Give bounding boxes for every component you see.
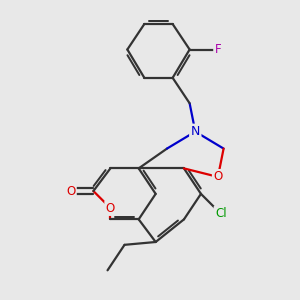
Text: O: O	[106, 202, 115, 214]
Text: O: O	[213, 170, 223, 183]
Text: O: O	[66, 184, 75, 197]
Text: F: F	[214, 43, 221, 56]
Text: Cl: Cl	[215, 207, 226, 220]
Text: N: N	[190, 125, 200, 138]
